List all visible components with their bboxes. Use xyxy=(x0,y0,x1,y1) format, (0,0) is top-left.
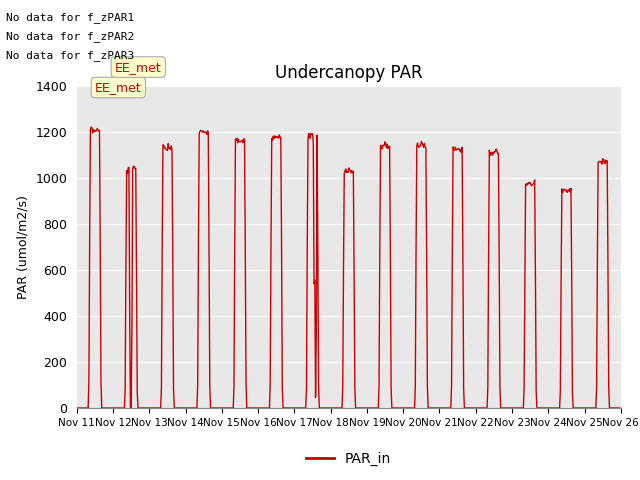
Title: Undercanopy PAR: Undercanopy PAR xyxy=(275,64,422,82)
Text: EE_met: EE_met xyxy=(115,60,162,73)
Legend: PAR_in: PAR_in xyxy=(301,446,397,472)
Text: No data for f_zPAR2: No data for f_zPAR2 xyxy=(6,31,134,42)
Y-axis label: PAR (umol/m2/s): PAR (umol/m2/s) xyxy=(17,195,29,299)
Text: EE_met: EE_met xyxy=(95,81,141,94)
Text: No data for f_zPAR1: No data for f_zPAR1 xyxy=(6,12,134,23)
Text: No data for f_zPAR3: No data for f_zPAR3 xyxy=(6,50,134,61)
